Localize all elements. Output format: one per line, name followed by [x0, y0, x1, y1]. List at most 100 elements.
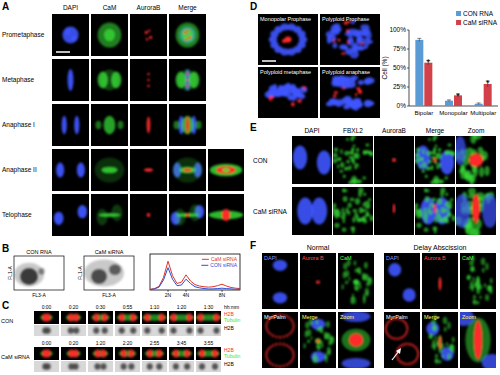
micrograph: [130, 59, 167, 101]
stain: [147, 213, 151, 217]
micrograph: [88, 361, 113, 372]
stain: [351, 75, 358, 79]
stain: [345, 207, 348, 213]
stain: [418, 158, 423, 161]
tick-label: 75%: [393, 45, 406, 52]
micrograph-clip: [456, 188, 496, 235]
stain: [436, 212, 440, 218]
legend-label: CON siRNA: [210, 262, 237, 268]
micrograph-clip: [439, 277, 442, 290]
significance-mark: *: [427, 57, 431, 67]
stain: [272, 344, 274, 347]
micrograph-bg: [208, 149, 244, 191]
micrograph-clip: [98, 70, 122, 91]
micrograph-bg: [196, 361, 221, 372]
stain: [68, 327, 74, 334]
stain: [266, 321, 268, 324]
micrograph-clip: [117, 314, 139, 322]
stain: [184, 350, 190, 358]
stain: [54, 212, 64, 225]
micrograph: [262, 312, 298, 368]
tick-label: 100%: [389, 26, 406, 33]
stain: [171, 314, 177, 322]
stain: [332, 30, 339, 35]
stain: [119, 350, 137, 357]
stain: [441, 355, 444, 359]
tile-label: DAPI: [264, 255, 277, 261]
micrograph-clip: [169, 314, 194, 322]
stain: [422, 162, 427, 168]
stain: [198, 327, 204, 334]
micrograph: [169, 325, 194, 336]
condition-header: Normal: [307, 244, 330, 251]
stain: [436, 167, 439, 170]
image-label: Polyploid metaphase: [260, 69, 311, 75]
stain: [434, 228, 437, 234]
stain: [341, 45, 348, 50]
stain: [95, 363, 101, 370]
stain: [434, 217, 438, 223]
tile-label: MyrPalm: [386, 314, 408, 320]
stain: [421, 169, 425, 173]
micrograph-clip: [121, 363, 135, 370]
stain: [340, 162, 345, 168]
stain: [45, 363, 51, 370]
micrograph-bg: [52, 194, 89, 236]
stain: [348, 203, 352, 208]
micrograph-clip: [196, 314, 221, 322]
micrograph-clip: [303, 317, 334, 363]
error-bar: [417, 38, 421, 41]
stain: [286, 334, 288, 337]
stain: [415, 207, 417, 212]
row-label: CON: [1, 318, 13, 324]
stain: [39, 268, 45, 275]
stain: [352, 209, 357, 213]
micrograph-bg: [374, 187, 414, 235]
stain: [282, 39, 287, 43]
stain: [354, 212, 358, 218]
time-label: 1:10: [150, 304, 160, 310]
stain: [358, 80, 364, 85]
stain: [456, 136, 466, 165]
stain: [353, 153, 357, 159]
micrograph: [115, 311, 140, 324]
stain: [333, 39, 335, 43]
micrograph-clip: [42, 327, 51, 334]
micrograph-content: [169, 314, 194, 322]
stain: [433, 149, 436, 156]
stain: [422, 215, 428, 219]
micrograph-content: [173, 363, 190, 370]
stain: [74, 116, 79, 134]
micrograph-content: [171, 205, 204, 226]
plot-frame: [14, 256, 64, 290]
stain: [214, 327, 220, 334]
micrograph-content: [97, 205, 123, 226]
micrograph: [454, 132, 496, 186]
stain: [432, 326, 436, 330]
stain: [320, 330, 323, 334]
stain: [476, 276, 480, 292]
micrograph: [338, 311, 374, 369]
stain: [429, 335, 433, 339]
stain: [367, 202, 370, 207]
stain: [269, 96, 273, 99]
stain: [275, 364, 277, 367]
stain: [485, 294, 489, 301]
micrograph-content: [145, 30, 152, 41]
stain: [341, 53, 345, 55]
micrograph-bg: [169, 347, 194, 360]
stain: [446, 342, 448, 347]
micrograph: [169, 347, 194, 360]
stain: [341, 88, 345, 90]
stain: [342, 189, 347, 193]
stain: [95, 157, 125, 182]
micrograph-content: [144, 327, 165, 334]
micrograph-clip: [145, 30, 152, 41]
micrograph-clip: [426, 314, 454, 364]
micrograph-content: [385, 317, 420, 366]
micrograph-clip: [62, 116, 80, 134]
stain: [363, 192, 366, 195]
micrograph: [34, 311, 59, 324]
stain: [336, 211, 341, 217]
stain: [424, 227, 429, 232]
